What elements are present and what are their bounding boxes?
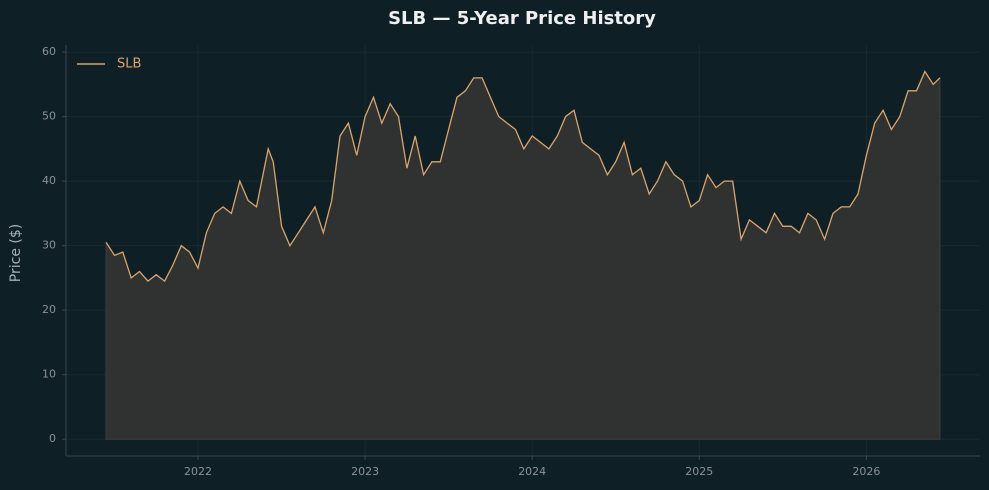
y-tick-label: 20 bbox=[42, 303, 56, 316]
y-tick-label: 50 bbox=[42, 110, 56, 123]
legend-label: SLB bbox=[117, 57, 141, 72]
x-tick-label: 2025 bbox=[685, 465, 713, 478]
x-tick-label: 2024 bbox=[518, 465, 546, 478]
chart-title: SLB — 5-Year Price History bbox=[388, 8, 656, 29]
y-axis-label: Price ($) bbox=[8, 224, 24, 282]
y-tick-label: 0 bbox=[49, 432, 56, 445]
y-tick-label: 30 bbox=[42, 239, 56, 252]
price-line bbox=[105, 70, 941, 283]
y-tick-label: 40 bbox=[42, 174, 56, 187]
y-tick-label: 60 bbox=[42, 45, 56, 58]
y-tick-label: 10 bbox=[42, 368, 56, 381]
x-tick-label: 2026 bbox=[852, 465, 880, 478]
x-tick-label: 2022 bbox=[184, 465, 212, 478]
x-tick-label: 2023 bbox=[351, 465, 379, 478]
